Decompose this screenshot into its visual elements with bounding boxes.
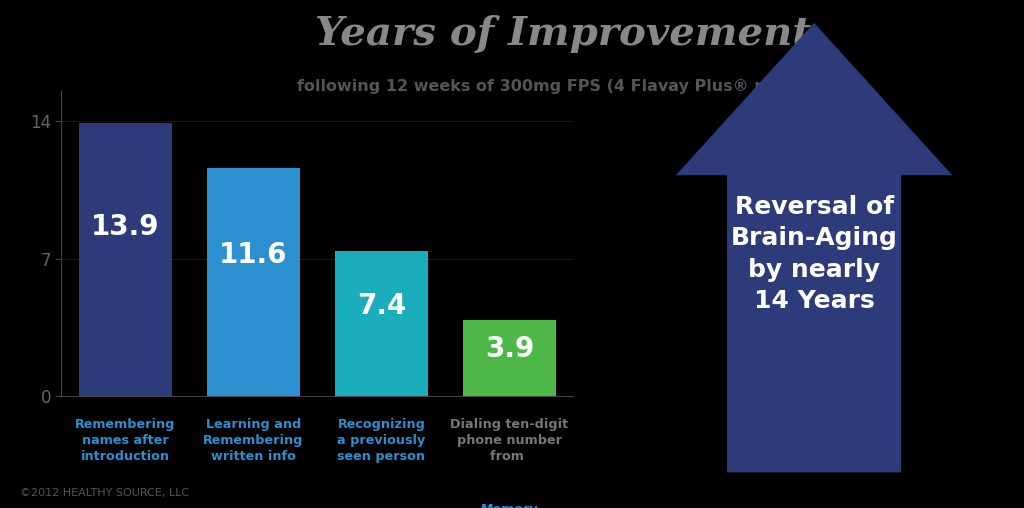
Text: Remembering
names after
introduction: Remembering names after introduction (75, 418, 176, 463)
Text: Memory: Memory (480, 503, 539, 508)
Text: Learning and
Remembering
written info: Learning and Remembering written info (203, 418, 304, 463)
Text: 11.6: 11.6 (219, 241, 288, 269)
Bar (80, 123, 171, 396)
Bar (463, 320, 555, 396)
Bar (207, 168, 299, 396)
Bar (336, 251, 428, 396)
Text: Dialing ten-digit
phone number
from: Dialing ten-digit phone number from (451, 418, 568, 463)
Text: 7.4: 7.4 (356, 292, 407, 320)
Text: ©2012 HEALTHY SOURCE, LLC: ©2012 HEALTHY SOURCE, LLC (20, 488, 189, 498)
Text: 13.9: 13.9 (91, 213, 160, 241)
Text: Years of Improvement: Years of Improvement (315, 15, 811, 53)
Text: 3.9: 3.9 (484, 335, 535, 363)
Text: following 12 weeks of 300mg FPS (4 Flavay Plus® per day): following 12 weeks of 300mg FPS (4 Flava… (297, 79, 829, 94)
Text: Recognizing
a previously
seen person: Recognizing a previously seen person (337, 418, 426, 463)
Text: Reversal of
Brain-Aging
by nearly
14 Years: Reversal of Brain-Aging by nearly 14 Yea… (731, 195, 897, 313)
